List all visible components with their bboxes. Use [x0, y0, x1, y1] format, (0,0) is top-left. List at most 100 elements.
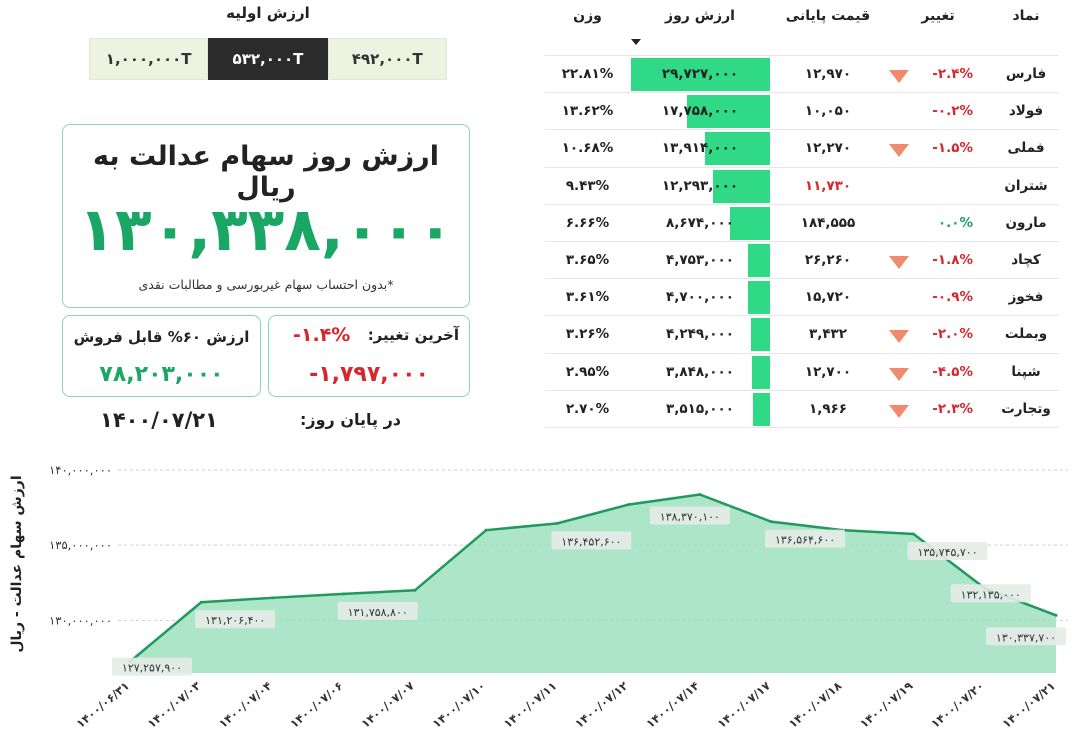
value-cell: ۱۲,۲۹۳,۰۰۰ — [630, 168, 770, 205]
change-text: -۰.۲% — [932, 103, 973, 120]
col-header-value[interactable]: ارزش روز — [665, 8, 735, 24]
value-cell: ۳,۸۴۸,۰۰۰ — [630, 354, 770, 391]
x-tick-label: ۱۴۰۰/۰۷/۱۴ — [643, 679, 701, 731]
weight-cell: ۲.۹۵% — [565, 363, 610, 380]
value-bar — [748, 244, 770, 277]
change-text: -۴.۵% — [932, 363, 973, 380]
change-cell: -۲.۳% — [883, 391, 993, 428]
price-cell: ۳,۴۳۲ — [808, 326, 848, 343]
value-cell: ۱۷,۷۵۸,۰۰۰ — [630, 93, 770, 130]
value-text: ۴,۷۵۳,۰۰۰ — [666, 252, 734, 268]
col-header-weight[interactable]: وزن — [573, 8, 602, 24]
weight-cell: ۳.۲۶% — [565, 326, 610, 343]
x-tick-label: ۱۴۰۰/۰۷/۰۳ — [145, 679, 203, 731]
initial-value-tab-1000000[interactable]: ۱,۰۰۰,۰۰۰T — [89, 38, 209, 80]
value-cell: ۴,۲۴۹,۰۰۰ — [630, 316, 770, 353]
end-of-day-date: ۱۴۰۰/۰۷/۲۱ — [100, 408, 218, 432]
weight-cell: ۶.۶۶% — [565, 214, 610, 231]
value-text: ۴,۷۰۰,۰۰۰ — [666, 289, 734, 306]
table-row[interactable]: ۳.۲۶% ۴,۲۴۹,۰۰۰ ۳,۴۳۲ -۲.۰% وبملت — [545, 315, 1059, 353]
x-tick-label: ۱۴۰۰/۰۷/۱۲ — [572, 679, 630, 731]
point-label: ۱۳۲,۱۳۵,۰۰۰ — [961, 588, 1021, 601]
symbol-cell[interactable]: مارون — [1005, 214, 1047, 231]
table-row[interactable]: ۲.۷۰% ۳,۵۱۵,۰۰۰ ۱,۹۶۶ -۲.۳% وتجارت — [545, 389, 1059, 428]
current-value-card: ارزش روز سهام عدالت به ریال ۱۳۰,۳۳۸,۰۰۰ … — [62, 124, 470, 308]
down-triangle-icon — [889, 330, 909, 344]
table-row[interactable]: ۱۳.۶۲% ۱۷,۷۵۸,۰۰۰ ۱۰,۰۵۰ -۰.۲% فولاد — [545, 92, 1059, 130]
col-header-symbol[interactable]: نماد — [1012, 8, 1040, 24]
y-tick-label: ۱۳۰,۰۰۰,۰۰۰ — [49, 613, 112, 627]
point-label-box — [337, 601, 418, 620]
change-cell — [883, 168, 993, 205]
data-point — [912, 532, 916, 536]
change-cell: -۱.۸% — [883, 242, 993, 279]
down-triangle-icon — [889, 144, 909, 158]
point-label-box — [986, 627, 1066, 646]
symbol-cell[interactable]: کچاد — [1011, 252, 1041, 268]
table-row[interactable]: ۱۰.۶۸% ۱۳,۹۱۴,۰۰۰ ۱۲,۲۷۰ -۱.۵% فملی — [545, 129, 1059, 167]
weight-cell: ۲۲.۸۱% — [561, 66, 614, 82]
table-row[interactable]: ۲.۹۵% ۳,۸۴۸,۰۰۰ ۱۲,۷۰۰ -۴.۵% شپنا — [545, 352, 1059, 391]
symbol-cell[interactable]: وتجارت — [1001, 400, 1051, 417]
last-change-amount: -۱,۷۹۷,۰۰۰ — [309, 362, 429, 387]
series-line — [129, 493, 1057, 663]
table-row[interactable]: ۶.۶۶% ۸,۶۷۴,۰۰۰ ۱۸۴,۵۵۵ ۰.۰% مارون — [545, 203, 1059, 242]
x-tick-label: ۱۴۰۰/۰۷/۱۹ — [857, 679, 915, 731]
x-tick-label: ۱۴۰۰/۰۷/۱۸ — [786, 679, 844, 731]
symbol-cell[interactable]: شتران — [1004, 177, 1048, 194]
symbol-cell[interactable]: وبملت — [1004, 326, 1048, 343]
weight-cell: ۱۳.۶۲% — [561, 103, 614, 120]
initial-value-title: ارزش اولیه — [226, 4, 310, 22]
x-tick-label: ۱۴۰۰/۰۷/۰۶ — [287, 679, 345, 731]
col-header-price[interactable]: قیمت پایانی — [785, 8, 871, 24]
x-tick-label: ۱۴۰۰/۰۷/۰۴ — [216, 679, 274, 731]
value-cell: ۳,۵۱۵,۰۰۰ — [630, 391, 770, 428]
change-cell: -۰.۹% — [883, 279, 993, 316]
area-fill — [130, 494, 1056, 673]
symbol-cell[interactable]: فملی — [1007, 140, 1045, 157]
value-bar — [713, 169, 770, 203]
end-of-day-label: در پایان روز: — [300, 410, 402, 429]
weight-cell: ۹.۴۳% — [565, 177, 610, 194]
y-tick-label: ۱۳۵,۰۰۰,۰۰۰ — [49, 538, 112, 552]
point-label: ۱۳۰,۳۳۷,۷۰۰ — [996, 631, 1056, 644]
price-cell: ۱۸۴,۵۵۵ — [800, 214, 856, 231]
x-tick-label: ۱۴۰۰/۰۷/۲۰ — [928, 679, 986, 731]
change-text: -۲.۰% — [932, 326, 973, 343]
symbol-cell[interactable]: فخوز — [1008, 289, 1044, 306]
point-label: ۱۳۱,۲۰۶,۴۰۰ — [205, 614, 265, 627]
current-value-amount: ۱۳۰,۳۳۸,۰۰۰ — [78, 195, 454, 265]
x-tick-label: ۱۴۰۰/۰۶/۳۱ — [73, 679, 131, 731]
sellable-value-card: ارزش ۶۰% قابل فروش ۷۸,۲۰۳,۰۰۰ — [62, 315, 261, 397]
point-label-box — [950, 584, 1031, 603]
symbol-cell[interactable]: فولاد — [1008, 103, 1044, 120]
data-point — [555, 521, 559, 525]
symbol-cell[interactable]: فارس — [1005, 66, 1047, 82]
value-text: ۱۳,۹۱۴,۰۰۰ — [661, 140, 739, 157]
initial-value-tab-532000[interactable]: ۵۳۲,۰۰۰T — [208, 38, 328, 80]
change-text: -۲.۴% — [932, 66, 973, 82]
data-point — [698, 493, 702, 497]
point-label-box — [195, 610, 276, 629]
down-triangle-icon — [889, 70, 909, 83]
sellable-value-amount: ۷۸,۲۰۳,۰۰۰ — [99, 362, 224, 387]
initial-value-tab-492000[interactable]: ۴۹۲,۰۰۰T — [327, 38, 447, 80]
table-row[interactable]: ۲۲.۸۱% ۲۹,۷۲۷,۰۰۰ ۱۲,۹۷۰ -۲.۴% فارس — [545, 55, 1059, 93]
weight-cell: ۳.۶۱% — [565, 289, 610, 306]
value-bar — [687, 95, 770, 129]
table-row[interactable]: ۹.۴۳% ۱۲,۲۹۳,۰۰۰ ۱۱,۷۳۰ شتران — [545, 166, 1059, 205]
value-history-chart: ۱۳۰,۰۰۰,۰۰۰ ۱۳۵,۰۰۰,۰۰۰ ۱۴۰,۰۰۰,۰۰۰ ۱۲۷,۲۵۷… — [49, 463, 1068, 731]
data-point — [270, 596, 274, 600]
point-label: ۱۳۱,۷۵۸,۸۰۰ — [348, 606, 408, 619]
col-header-change[interactable]: تغییر — [921, 8, 955, 24]
table-row[interactable]: ۳.۶۵% ۴,۷۵۳,۰۰۰ ۲۶,۲۶۰ -۱.۸% کچاد — [545, 241, 1059, 279]
table-row[interactable]: ۳.۶۱% ۴,۷۰۰,۰۰۰ ۱۵,۷۲۰ -۰.۹% فخوز — [545, 278, 1059, 316]
change-text: -۲.۳% — [932, 400, 973, 417]
price-cell: ۱۵,۷۲۰ — [804, 289, 852, 306]
value-bar — [748, 281, 770, 315]
symbol-cell[interactable]: شپنا — [1011, 363, 1041, 380]
value-text: ۸,۶۷۴,۰۰۰ — [666, 214, 734, 231]
price-cell: ۱۱,۷۳۰ — [804, 177, 852, 194]
x-tick-label: ۱۴۰۰/۰۷/۰۷ — [358, 679, 416, 731]
sellable-value-title: ارزش ۶۰% قابل فروش — [73, 328, 250, 346]
